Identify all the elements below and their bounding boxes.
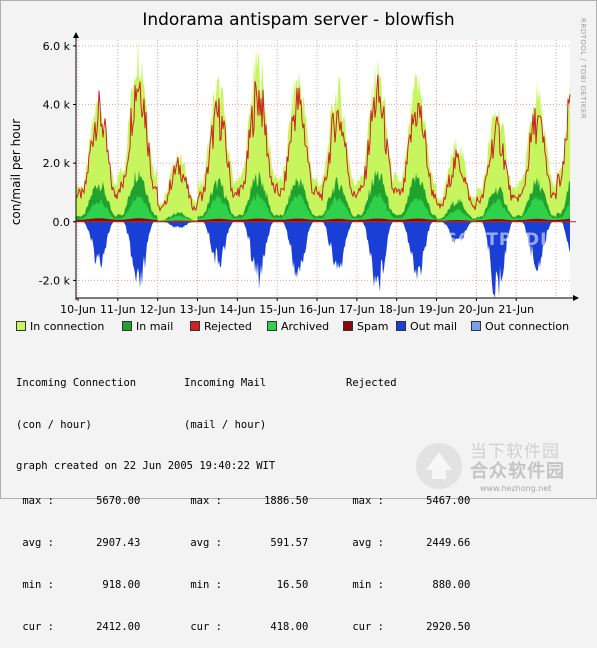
- legend-label-spam: Spam: [357, 320, 389, 333]
- x-tick-label: 12-Jun: [140, 303, 176, 316]
- graph-created-footer: graph created on 22 Jun 2005 19:40:22 WI…: [16, 460, 276, 472]
- watermark-cn-1: 当下软件园: [470, 442, 560, 462]
- stats-row-max: max :5467.00: [352, 495, 471, 507]
- series-areas: [75, 39, 571, 299]
- legend-swatch-archived: [267, 321, 277, 331]
- stats-rejected: Rejected max :5467.00 avg :2449.66 min :…: [346, 348, 470, 648]
- stats-row-avg: avg :2449.66: [352, 537, 471, 549]
- x-axis-arrow: [573, 295, 579, 301]
- stats-row-cur: cur :418.00: [190, 621, 309, 633]
- x-tick-label: 21-Jun: [498, 303, 534, 316]
- legend-label-out-connection: Out connection: [485, 320, 570, 333]
- legend: In connection In mail Rejected Archived …: [16, 320, 586, 336]
- stats-row-avg: avg :2907.43: [22, 537, 141, 549]
- stats-row-min: min :16.50: [190, 579, 309, 591]
- stats-row-max: max :5670.00: [22, 495, 141, 507]
- stats-unit: (mail / hour): [184, 419, 267, 431]
- x-tick-label: 20-Jun: [458, 303, 494, 316]
- y-ticks: 6.0 k 4.0 k 2.0 k 0.0 -2.0 k: [39, 40, 76, 287]
- legend-swatch-spam: [343, 321, 353, 331]
- legend-archived: Archived: [267, 320, 329, 333]
- legend-label-in-connection: In connection: [30, 320, 105, 333]
- legend-swatch-out-mail: [396, 321, 406, 331]
- legend-spam: Spam: [343, 320, 388, 333]
- chart-title: Indorama antispam server - blowfish: [142, 10, 455, 30]
- x-tick-label: 11-Jun: [100, 303, 136, 316]
- stats-row-min: min :918.00: [22, 579, 141, 591]
- legend-in-connection: In connection: [16, 320, 104, 333]
- stats-title: Incoming Connection: [16, 377, 137, 389]
- x-tick-label: 16-Jun: [299, 303, 335, 316]
- stats-row-cur: cur :2412.00: [22, 621, 141, 633]
- stats-incoming-connection: Incoming Connection (con / hour) max :56…: [16, 348, 140, 648]
- watermark-url: www.hezhong.net: [480, 484, 552, 493]
- series-archived: [76, 192, 570, 222]
- x-tick-label: 18-Jun: [379, 303, 415, 316]
- legend-rejected: Rejected: [190, 320, 252, 333]
- legend-swatch-rejected: [190, 321, 200, 331]
- stats-unit: (con / hour): [16, 419, 92, 431]
- hezhong-logo-icon: [416, 443, 462, 489]
- series-rejected: [75, 74, 571, 212]
- y-tick-label: 2.0 k: [43, 157, 71, 170]
- x-tick-label: 19-Jun: [419, 303, 455, 316]
- chart-svg: 6.0 k 4.0 k 2.0 k 0.0 -2.0 k 10-Jun 11-Jun 12-…: [39, 32, 579, 316]
- stats-incoming-mail: Incoming Mail (mail / hour) max :1886.50…: [184, 348, 308, 648]
- rrdtool-credit: RRDTOOL / TOBI OETIKER: [579, 18, 587, 120]
- stats-row-avg: avg :591.57: [190, 537, 309, 549]
- stats-row-max: max :1886.50: [190, 495, 309, 507]
- legend-swatch-in-mail: [122, 321, 132, 331]
- legend-label-out-mail: Out mail: [410, 320, 458, 333]
- y-tick-label: -2.0 k: [39, 274, 71, 287]
- x-tick-label: 13-Jun: [180, 303, 216, 316]
- x-tick-label: 15-Jun: [259, 303, 295, 316]
- legend-swatch-out-connection: [471, 321, 481, 331]
- series-spam: [76, 218, 570, 222]
- legend-in-mail: In mail: [122, 320, 173, 333]
- y-axis-arrow: [73, 32, 79, 38]
- stats-unit: [346, 418, 470, 432]
- x-tick-label: 10-Jun: [60, 303, 96, 316]
- legend-label-archived: Archived: [281, 320, 330, 333]
- stats-title: Rejected: [346, 377, 397, 389]
- y-tick-label: 0.0: [53, 216, 71, 229]
- watermark-cn-2: 合众软件园: [470, 461, 565, 482]
- stats-row-min: min :880.00: [352, 579, 471, 591]
- softpedia-watermark: SOFTPEDIA: [445, 230, 562, 250]
- legend-label-in-mail: In mail: [136, 320, 174, 333]
- axes: [73, 32, 579, 301]
- legend-label-rejected: Rejected: [204, 320, 252, 333]
- x-tick-label: 14-Jun: [219, 303, 255, 316]
- legend-swatch-in-connection: [16, 321, 26, 331]
- stats-title: Incoming Mail: [184, 377, 267, 389]
- legend-out-connection: Out connection: [471, 320, 569, 333]
- x-tick-label: 17-Jun: [339, 303, 375, 316]
- x-ticks: 10-Jun 11-Jun 12-Jun 13-Jun 14-Jun 15-Jun 16-J…: [60, 298, 534, 316]
- legend-out-mail: Out mail: [396, 320, 457, 333]
- y-tick-label: 6.0 k: [43, 40, 71, 53]
- stats-row-cur: cur :2920.50: [352, 621, 471, 633]
- y-tick-label: 4.0 k: [43, 99, 71, 112]
